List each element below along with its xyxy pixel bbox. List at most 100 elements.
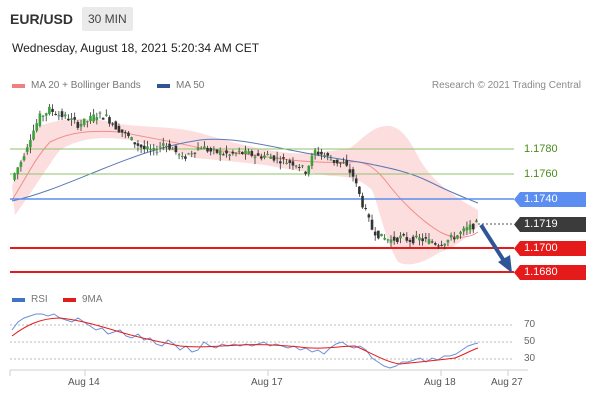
ma50-swatch <box>157 83 170 88</box>
x-label-aug18: Aug 18 <box>424 377 456 388</box>
instrument-title: EUR/USD <box>10 11 74 27</box>
legend-ma50: MA 50 <box>157 80 204 91</box>
candle-body <box>332 160 336 163</box>
candle-body <box>310 155 314 166</box>
legend-rsi: RSI <box>12 294 48 305</box>
candle-body <box>380 233 383 237</box>
candle-body <box>44 113 48 116</box>
candle-body <box>421 238 424 242</box>
candle-body <box>133 142 137 145</box>
candle-body <box>440 244 443 246</box>
candle-body <box>67 118 70 121</box>
candle-body <box>373 231 377 236</box>
candle-body <box>459 231 462 235</box>
candle-body <box>139 144 143 148</box>
candle-body <box>288 160 292 164</box>
candle-body <box>446 239 450 243</box>
candle-body <box>38 113 42 127</box>
candle-body <box>383 237 386 240</box>
rsi-axis-50: 50 <box>524 336 536 347</box>
timeframe-button[interactable]: 30 MIN <box>82 7 133 31</box>
candlestick-series <box>13 103 478 250</box>
candle-body <box>16 167 20 175</box>
9ma-label: 9MA <box>82 294 103 305</box>
candle-body <box>86 121 89 123</box>
candle-body <box>237 150 241 152</box>
candle-body <box>82 118 86 125</box>
level-label-last: 1.1719 <box>514 217 586 232</box>
candle-body <box>70 118 73 120</box>
legend-ma20: MA 20 + Bollinger Bands <box>12 80 141 91</box>
candle-body <box>307 165 311 174</box>
candle-body <box>105 114 108 116</box>
candle-body <box>127 132 130 137</box>
candle-body <box>241 151 244 154</box>
candle-body <box>171 148 175 150</box>
candle-body <box>475 220 478 223</box>
candle-body <box>35 123 39 131</box>
rsi-axis-70: 70 <box>524 319 536 330</box>
candle-body <box>222 154 225 156</box>
candle-body <box>22 156 26 161</box>
candle-body <box>79 123 83 127</box>
candle-body <box>291 161 295 166</box>
report-datetime: Wednesday, August 18, 2021 5:20:34 AM CE… <box>12 41 260 55</box>
ma50-label: MA 50 <box>176 80 205 91</box>
forecast-arrowhead <box>498 255 512 273</box>
candle-body <box>272 155 276 161</box>
candle-body <box>427 239 431 244</box>
candle-body <box>408 240 412 242</box>
candle-body <box>320 151 323 155</box>
candle-body <box>177 154 181 156</box>
candle-body <box>180 155 184 157</box>
candle-body <box>377 230 380 239</box>
candle-body <box>399 235 402 239</box>
forecast-arrow <box>479 223 508 266</box>
legend-9ma: 9MA <box>63 294 103 305</box>
ma20-label: MA 20 + Bollinger Bands <box>31 80 141 91</box>
candle-body <box>462 228 466 232</box>
candle-body <box>449 235 453 238</box>
candle-body <box>212 148 216 150</box>
rsi-swatch <box>12 297 25 302</box>
candle-body <box>225 150 228 154</box>
candle-body <box>29 140 32 148</box>
candle-body <box>275 157 279 159</box>
candle-body <box>294 165 298 167</box>
candle-body <box>285 162 288 165</box>
candle-body <box>54 113 58 115</box>
candle-body <box>199 148 203 150</box>
candle-body <box>136 143 140 146</box>
candle-body <box>25 147 29 152</box>
candle-body <box>120 129 124 133</box>
candle-body <box>215 149 219 153</box>
candle-body <box>386 239 390 241</box>
candle-body <box>184 156 187 159</box>
candle-body <box>161 143 165 146</box>
candle-body <box>51 108 54 113</box>
candle-body <box>326 153 330 156</box>
candle-body <box>247 151 250 154</box>
candle-body <box>260 156 263 159</box>
candle-body <box>297 167 301 169</box>
candle-body <box>465 227 469 231</box>
x-label-aug27: Aug 27 <box>491 377 523 388</box>
x-label-aug17: Aug 17 <box>251 377 283 388</box>
candle-body <box>209 148 213 152</box>
candle-body <box>165 145 168 147</box>
candle-body <box>313 150 317 156</box>
candle-body <box>364 208 368 210</box>
bollinger-band <box>12 118 478 265</box>
candle-body <box>174 145 178 153</box>
candle-body <box>269 156 273 159</box>
rsi-9ma-line <box>11 317 479 365</box>
candle-body <box>130 137 133 141</box>
candle-body <box>142 145 146 150</box>
candle-body <box>354 178 358 184</box>
candle-body <box>415 235 418 238</box>
candle-body <box>149 149 152 151</box>
candle-body <box>114 121 118 130</box>
candle-body <box>187 153 190 155</box>
candle-body <box>95 117 99 121</box>
candle-body <box>367 214 371 218</box>
